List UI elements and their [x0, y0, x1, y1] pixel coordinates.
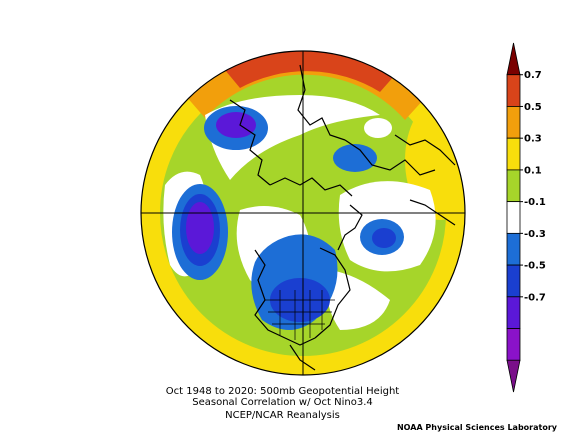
white-patch-ne	[364, 118, 392, 138]
coast-europe	[344, 139, 436, 176]
coast-africa-north	[409, 199, 456, 226]
colorbar-segment	[506, 169, 521, 203]
colorbar-segment	[506, 137, 521, 171]
state-grid	[265, 290, 335, 340]
colorbar-segment	[506, 201, 521, 234]
colorbar-segment	[506, 328, 521, 361]
colorbar-segment	[506, 42, 521, 76]
grid-lines	[141, 51, 465, 375]
coast-central-america	[289, 344, 316, 371]
caption-line1: Oct 1948 to 2020: 500mb Geopotential Hei…	[165, 386, 400, 397]
colorbar-segment	[506, 296, 521, 329]
colorbar-label: -0.7	[524, 292, 546, 303]
negative-east-darkblue	[372, 228, 396, 248]
footer-credit: NOAA Physical Sciences Laboratory	[396, 423, 557, 432]
colorbar-label: -0.3	[524, 229, 546, 240]
us-state-borders	[265, 290, 335, 340]
top-band-red	[225, 51, 395, 92]
negative-arctic-blue	[333, 144, 377, 172]
colorbar: 0.7 0.5 0.3 0.1 -0.1 -0.3 -0.5 -0.7	[506, 42, 546, 393]
coast-greenland	[337, 204, 363, 251]
coast-arctic-siberia	[269, 177, 353, 197]
map-border	[140, 50, 466, 376]
positive-patch-center	[287, 185, 323, 205]
colorbar-segment	[506, 106, 521, 139]
coast-europe-north	[297, 64, 346, 141]
coastlines	[229, 64, 456, 371]
colorbar-label: -0.5	[524, 261, 546, 272]
coast-namerica-west	[254, 249, 316, 346]
colorbar-label: -0.1	[524, 197, 546, 208]
negative-west-purple	[186, 202, 214, 254]
colorbar-segment	[506, 264, 521, 298]
coast-scandinavia	[394, 134, 456, 166]
coast-namerica-east	[314, 247, 351, 339]
colorbar-segment	[506, 74, 521, 107]
negative-north-purple	[216, 112, 256, 138]
colorbar-label: 0.1	[524, 165, 542, 176]
white-zone-south	[326, 270, 390, 330]
colorbar-segment	[506, 359, 521, 393]
coast-asia-east	[229, 99, 271, 186]
colorbar-label: 0.5	[524, 102, 542, 113]
colorbar-label: 0.7	[524, 70, 542, 81]
correlation-field	[141, 51, 465, 375]
colorbar-segment	[506, 232, 521, 266]
caption-line2: Seasonal Correlation w/ Oct Nino3.4	[192, 397, 373, 408]
colorbar-label: 0.3	[524, 134, 542, 145]
caption-line3: NCEP/NCAR Reanalysis	[225, 410, 340, 421]
